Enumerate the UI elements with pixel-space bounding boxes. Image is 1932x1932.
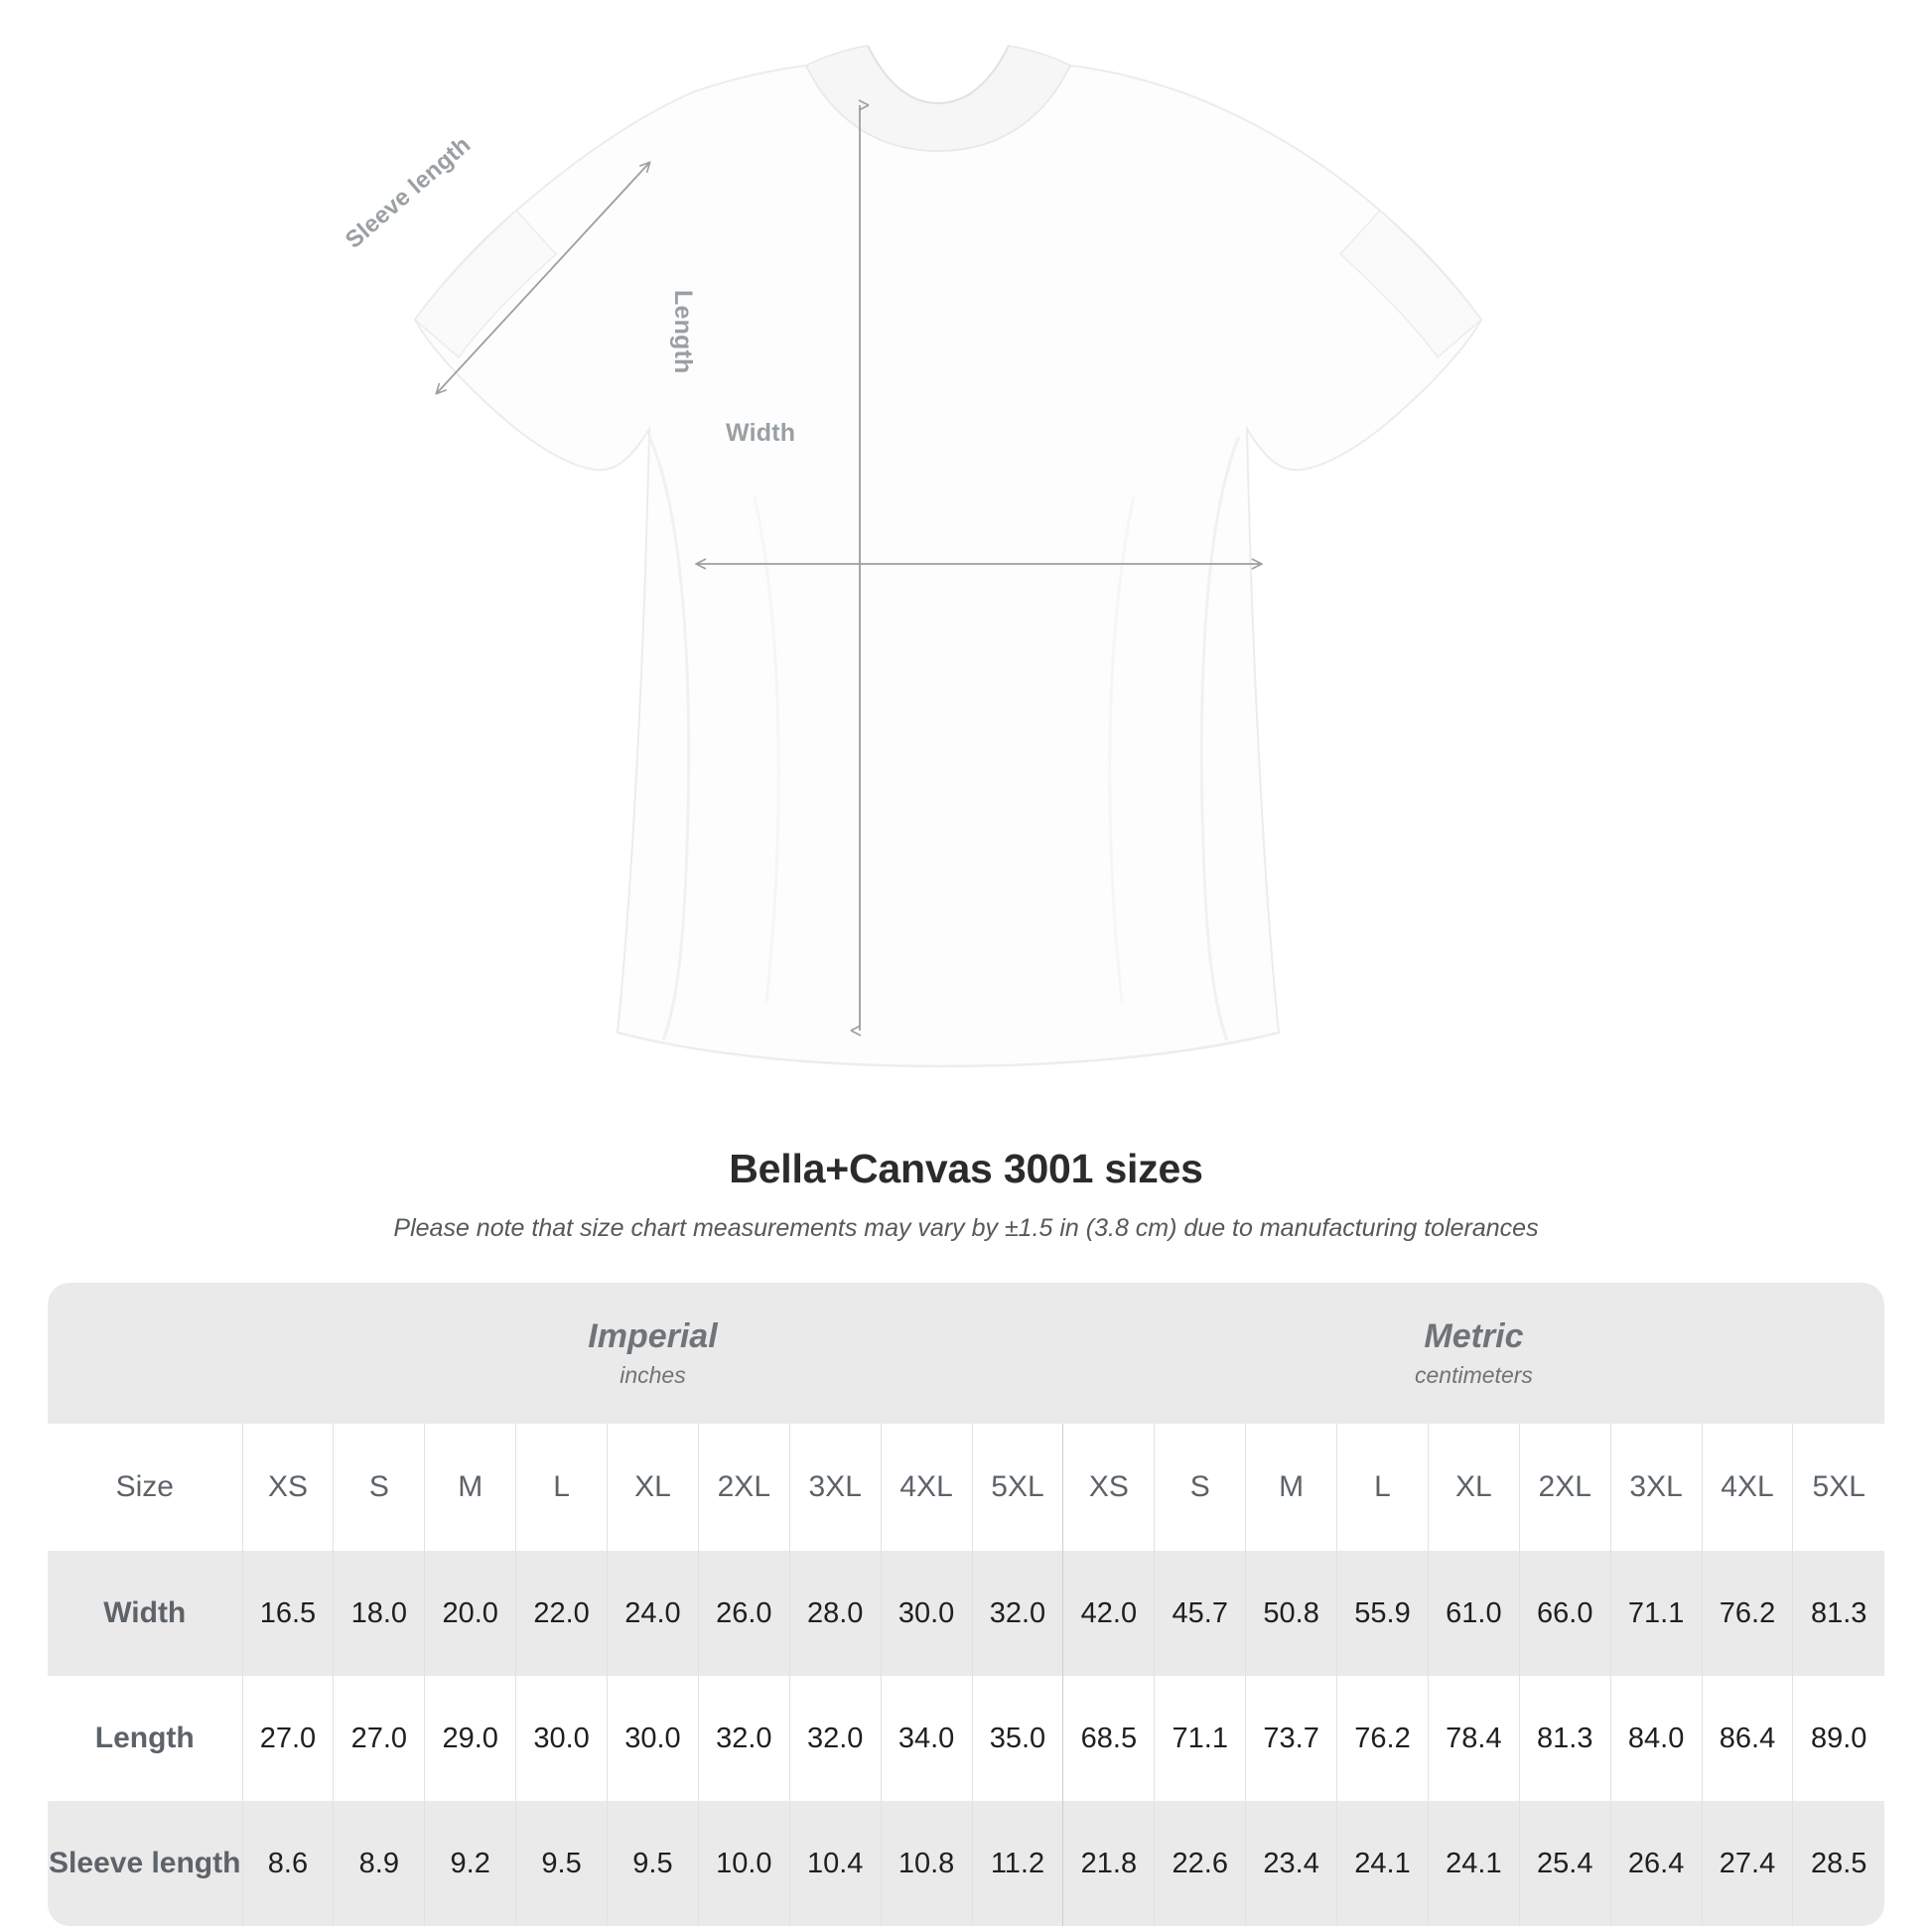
tolerance-note: Please note that size chart measurements… — [393, 1214, 1539, 1242]
cell-width-metric-2xl: 66.0 — [1518, 1551, 1611, 1676]
cell-width-metric-l: 55.9 — [1336, 1551, 1429, 1676]
size-header-metric-l: L — [1336, 1424, 1429, 1551]
cell-sleeve-length-metric-xs: 21.8 — [1062, 1801, 1155, 1926]
row-label-sleeve-length: Sleeve length — [48, 1801, 243, 1926]
cell-width-metric-xs: 42.0 — [1062, 1551, 1155, 1676]
cell-length-imperial-3xl: 32.0 — [788, 1676, 882, 1801]
cell-sleeve-length-metric-4xl: 27.4 — [1701, 1801, 1793, 1926]
cell-length-imperial-l: 30.0 — [515, 1676, 608, 1801]
size-header-imperial-2xl: 2XL — [697, 1424, 790, 1551]
cell-width-imperial-s: 18.0 — [333, 1551, 425, 1676]
cell-width-imperial-3xl: 28.0 — [788, 1551, 882, 1676]
size-header-imperial-l: L — [515, 1424, 608, 1551]
unit-group-imperial: Imperial inches — [242, 1283, 1063, 1424]
cell-length-metric-xl: 78.4 — [1427, 1676, 1520, 1801]
table-row: Sleeve length 8.6 8.9 9.2 9.5 9.5 10.0 10.4 10.8… — [48, 1801, 1884, 1926]
size-header-imperial-4xl: 4XL — [880, 1424, 973, 1551]
cell-sleeve-length-metric-l: 24.1 — [1336, 1801, 1429, 1926]
cell-sleeve-length-metric-s: 22.6 — [1154, 1801, 1246, 1926]
sleeve-measure-line — [437, 163, 649, 393]
cell-width-imperial-l: 22.0 — [515, 1551, 608, 1676]
table-row: Length 27.0 27.0 29.0 30.0 30.0 32.0 32.0 34.0 35… — [48, 1676, 1884, 1801]
size-header-metric-3xl: 3XL — [1609, 1424, 1703, 1551]
page-title: Bella+Canvas 3001 sizes — [729, 1146, 1203, 1191]
size-header-metric-5xl: 5XL — [1792, 1424, 1884, 1551]
cell-sleeve-length-imperial-xl: 9.5 — [607, 1801, 699, 1926]
size-chart-table: Imperial inches Metric centimeters Size XS S M L… — [48, 1283, 1884, 1926]
cell-sleeve-length-metric-2xl: 25.4 — [1518, 1801, 1611, 1926]
cell-length-metric-5xl: 89.0 — [1792, 1676, 1884, 1801]
row-label-length: Length — [48, 1676, 243, 1801]
cell-sleeve-length-metric-xl: 24.1 — [1427, 1801, 1520, 1926]
size-header-metric-xl: XL — [1427, 1424, 1520, 1551]
cell-sleeve-length-imperial-l: 9.5 — [515, 1801, 608, 1926]
cell-sleeve-length-imperial-xs: 8.6 — [241, 1801, 334, 1926]
size-header-metric-s: S — [1154, 1424, 1246, 1551]
cell-width-metric-5xl: 81.3 — [1792, 1551, 1884, 1676]
cell-length-metric-s: 71.1 — [1154, 1676, 1246, 1801]
size-header-imperial-m: M — [424, 1424, 516, 1551]
tshirt-illustration — [413, 45, 1483, 1068]
cell-length-imperial-4xl: 34.0 — [880, 1676, 973, 1801]
cell-length-imperial-s: 27.0 — [333, 1676, 425, 1801]
cell-sleeve-length-imperial-s: 8.9 — [333, 1801, 425, 1926]
cell-length-metric-m: 73.7 — [1245, 1676, 1337, 1801]
row-label-width: Width — [48, 1551, 243, 1676]
cell-width-metric-xl: 61.0 — [1427, 1551, 1520, 1676]
size-row-label: Size — [48, 1424, 243, 1551]
size-chart-table-wrapper: Imperial inches Metric centimeters Size XS S M L… — [48, 1283, 1884, 1926]
cell-sleeve-length-metric-3xl: 26.4 — [1609, 1801, 1703, 1926]
cell-sleeve-length-imperial-m: 9.2 — [424, 1801, 516, 1926]
size-header-imperial-5xl: 5XL — [971, 1424, 1063, 1551]
cell-length-metric-4xl: 86.4 — [1701, 1676, 1793, 1801]
unit-group-metric: Metric centimeters — [1062, 1283, 1884, 1424]
unit-group-subtitle: inches — [620, 1362, 686, 1389]
cell-length-metric-3xl: 84.0 — [1609, 1676, 1703, 1801]
title-block: Bella+Canvas 3001 sizes Please note that… — [0, 1132, 1932, 1243]
cell-length-metric-2xl: 81.3 — [1518, 1676, 1611, 1801]
unit-group-name: Imperial — [588, 1316, 718, 1355]
size-header-imperial-xs: XS — [241, 1424, 334, 1551]
unit-header-row: Imperial inches Metric centimeters — [48, 1283, 1884, 1424]
cell-length-imperial-xl: 30.0 — [607, 1676, 699, 1801]
cell-sleeve-length-metric-m: 23.4 — [1245, 1801, 1337, 1926]
size-header-imperial-3xl: 3XL — [788, 1424, 882, 1551]
cell-length-imperial-5xl: 35.0 — [971, 1676, 1063, 1801]
table-row: Width 16.5 18.0 20.0 22.0 24.0 26.0 28.0 30.0 32.… — [48, 1551, 1884, 1676]
size-header-imperial-s: S — [333, 1424, 425, 1551]
cell-length-imperial-xs: 27.0 — [241, 1676, 334, 1801]
size-header-metric-4xl: 4XL — [1701, 1424, 1793, 1551]
cell-sleeve-length-imperial-2xl: 10.0 — [697, 1801, 790, 1926]
size-header-imperial-xl: XL — [607, 1424, 699, 1551]
tshirt-diagram: Sleeve length Length Width — [340, 45, 1483, 1068]
unit-group-subtitle: centimeters — [1415, 1362, 1533, 1389]
size-header-metric-2xl: 2XL — [1518, 1424, 1611, 1551]
cell-width-metric-3xl: 71.1 — [1609, 1551, 1703, 1676]
size-header-metric-m: M — [1245, 1424, 1337, 1551]
width-label: Width — [726, 419, 796, 447]
cell-width-metric-m: 50.8 — [1245, 1551, 1337, 1676]
cell-width-metric-s: 45.7 — [1154, 1551, 1246, 1676]
cell-width-imperial-4xl: 30.0 — [880, 1551, 973, 1676]
cell-sleeve-length-metric-5xl: 28.5 — [1792, 1801, 1884, 1926]
cell-width-imperial-2xl: 26.0 — [697, 1551, 790, 1676]
unit-row-spacer — [48, 1283, 243, 1424]
cell-width-imperial-m: 20.0 — [424, 1551, 516, 1676]
length-label: Length — [669, 290, 697, 374]
cell-sleeve-length-imperial-3xl: 10.4 — [788, 1801, 882, 1926]
cell-width-imperial-5xl: 32.0 — [971, 1551, 1063, 1676]
size-header-row: Size XS S M L XL 2XL 3XL 4XL 5XL XS S M L XL 2XL 3XL 4XL 5… — [48, 1424, 1884, 1551]
cell-length-metric-l: 76.2 — [1336, 1676, 1429, 1801]
unit-group-name: Metric — [1424, 1316, 1524, 1355]
cell-length-imperial-2xl: 32.0 — [697, 1676, 790, 1801]
cell-sleeve-length-imperial-5xl: 11.2 — [971, 1801, 1063, 1926]
cell-sleeve-length-imperial-4xl: 10.8 — [880, 1801, 973, 1926]
cell-width-metric-4xl: 76.2 — [1701, 1551, 1793, 1676]
cell-length-metric-xs: 68.5 — [1062, 1676, 1155, 1801]
cell-width-imperial-xl: 24.0 — [607, 1551, 699, 1676]
cell-length-imperial-m: 29.0 — [424, 1676, 516, 1801]
cell-width-imperial-xs: 16.5 — [241, 1551, 334, 1676]
size-header-metric-xs: XS — [1062, 1424, 1155, 1551]
